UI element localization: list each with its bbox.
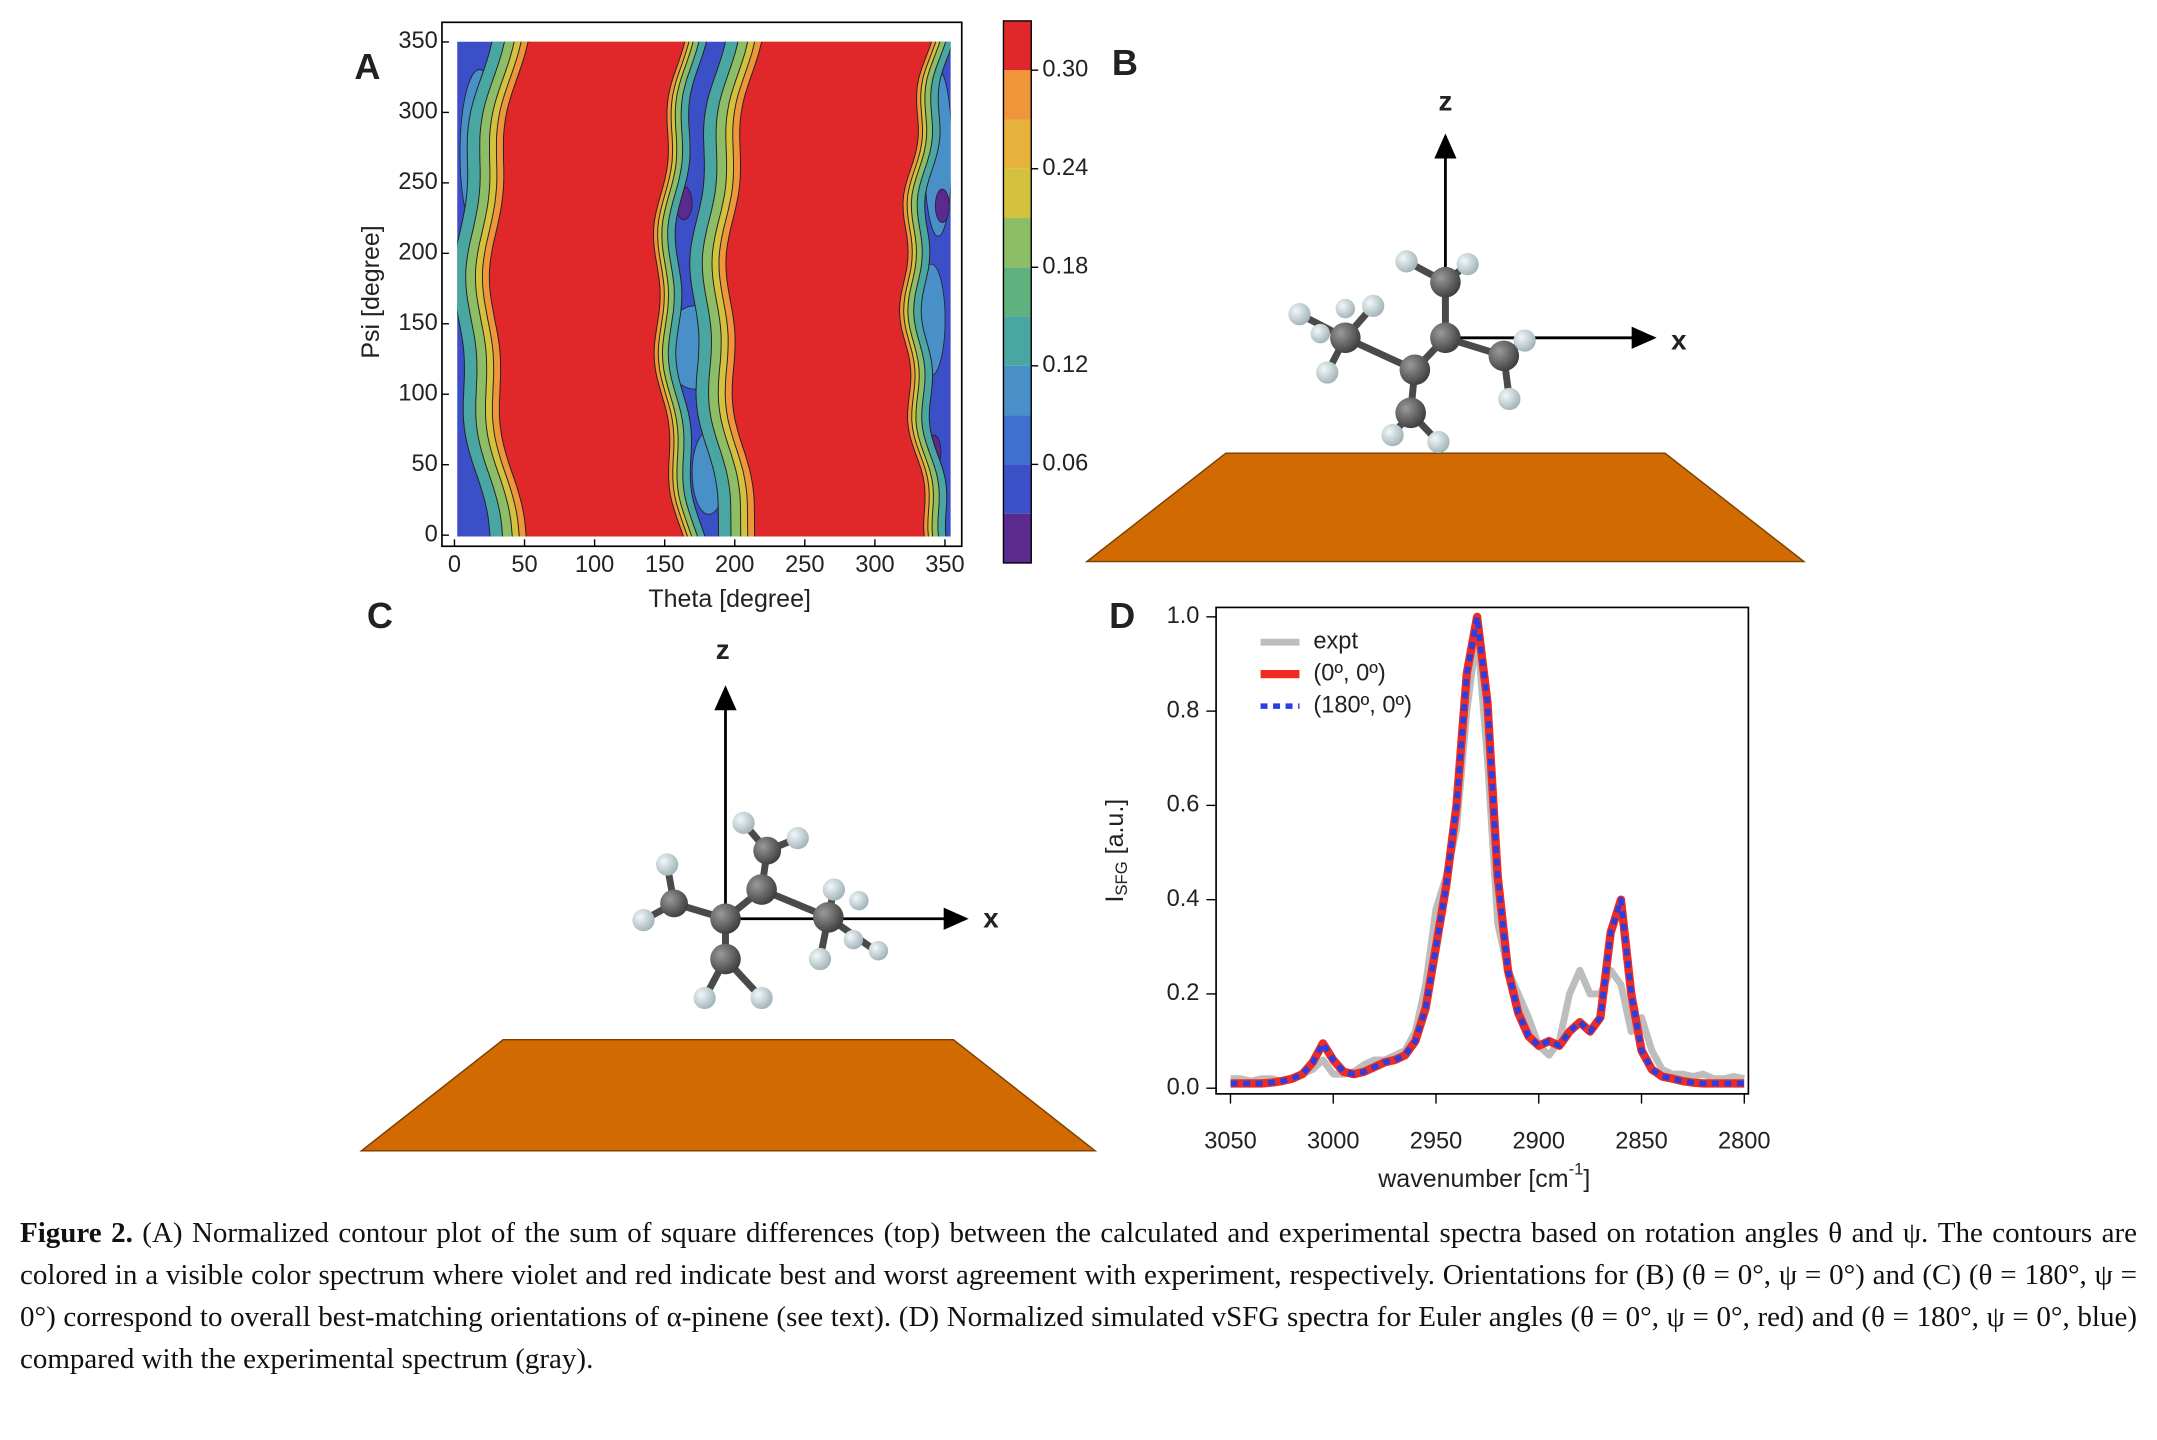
contour-panel: 0 50 100 150 200 250 300 350 0 50 100 150 200 250 300 3… — [357, 20, 1088, 613]
y-tick-label: 0.6 — [1167, 792, 1200, 818]
colorbar-band — [1003, 316, 1032, 366]
surface — [359, 1038, 1098, 1152]
legend-entry: (180º, 0º) — [1313, 692, 1412, 718]
colorbar-band — [1003, 218, 1032, 268]
x-tick-label: 300 — [855, 552, 894, 578]
x-axis-label-sup: -1 — [1569, 1160, 1584, 1179]
y-tick-label: 50 — [412, 451, 438, 477]
colorbar-band — [1003, 267, 1032, 317]
colorbar-frame — [1002, 20, 1032, 564]
x-tick-label: 3000 — [1307, 1129, 1360, 1155]
colorbar-tick-label: 0.18 — [1042, 254, 1088, 280]
carbons — [1330, 266, 1520, 429]
colorbar-band — [1003, 464, 1032, 514]
y-tick-label: 1.0 — [1167, 603, 1200, 629]
y-axis-label-part: [a.u.] — [1101, 799, 1129, 862]
axis-label: z — [716, 634, 730, 665]
colorbar-band — [1003, 415, 1032, 465]
axis-label: x — [1671, 324, 1687, 355]
contour-field — [457, 41, 951, 537]
x-tick-label: 2850 — [1615, 1129, 1668, 1155]
legend-entry: expt — [1313, 628, 1358, 654]
x-tick-label: 50 — [511, 552, 537, 578]
y-tick-label: 150 — [398, 310, 437, 336]
plot-frame — [441, 21, 963, 548]
colorbar-tick-label: 0.30 — [1042, 56, 1088, 82]
x-tick-label: 0 — [448, 552, 461, 578]
y-axis-label: Psi [degree] — [357, 225, 385, 358]
x-tick-label: 2800 — [1718, 1129, 1771, 1155]
y-tick-label: 0.0 — [1167, 1074, 1200, 1100]
x-tick-label: 100 — [575, 552, 614, 578]
contour-region — [934, 188, 950, 223]
y-tick-label: 350 — [398, 28, 437, 54]
x-tick-label: 3050 — [1204, 1129, 1257, 1155]
colorbar-band — [1003, 70, 1032, 120]
colorbar-band — [1003, 20, 1032, 71]
spectrum-panel: 3050 3000 2950 2900 2850 2800 0.0 0.2 0.4 0.6 0.8 1… — [1101, 603, 1771, 1193]
x-tick-label: 2950 — [1410, 1129, 1463, 1155]
y-tick-label: 0.8 — [1167, 697, 1200, 723]
colorbar-band — [1003, 168, 1032, 219]
colorbar-band — [1003, 365, 1032, 416]
colorbar-tick-label: 0.12 — [1042, 352, 1088, 378]
x-axis-label: Theta [degree] — [648, 585, 811, 613]
panel-label: B — [1112, 42, 1138, 83]
y-tick-label: 0 — [425, 521, 438, 547]
y-axis-label-sub: SFG — [1112, 861, 1131, 895]
caption-label: Figure 2. — [20, 1217, 133, 1249]
x-tick-label: 350 — [925, 552, 964, 578]
x-tick-label: 2900 — [1512, 1129, 1565, 1155]
contour-region — [725, 41, 932, 537]
x-tick-label: 200 — [715, 552, 754, 578]
axis-label: x — [983, 902, 999, 933]
colorbar-band — [1003, 119, 1032, 169]
x-axis-label-part: ] — [1583, 1165, 1590, 1193]
y-tick-label: 0.4 — [1167, 886, 1200, 912]
contour-region — [488, 41, 686, 537]
hydrogens — [1288, 250, 1536, 454]
y-axis-label: ISFG [a.u.] — [1101, 799, 1132, 903]
y-tick-label: 300 — [398, 99, 437, 125]
series-line — [1230, 614, 1745, 1087]
caption-text: (A) Normalized contour plot of the sum o… — [20, 1217, 2137, 1375]
y-tick-label: 100 — [398, 380, 437, 406]
colorbar-tick-label: 0.24 — [1042, 155, 1088, 181]
hydrogens — [632, 811, 889, 1010]
y-axis-label-part: I — [1101, 896, 1129, 903]
diagram-b: z x — [1084, 85, 1807, 563]
panel-label: D — [1109, 595, 1135, 636]
x-axis-label-part: wavenumber [cm — [1377, 1165, 1568, 1193]
colorbar-band — [1003, 513, 1032, 563]
plot-frame — [1215, 606, 1750, 1095]
x-tick-label: 250 — [785, 552, 824, 578]
diagram-c: z x — [359, 634, 1098, 1152]
colorbar-tick-label: 0.06 — [1042, 451, 1088, 477]
panel-label: C — [367, 595, 393, 636]
legend-entry: (0º, 0º) — [1313, 660, 1385, 686]
carbons — [660, 836, 844, 975]
y-tick-label: 200 — [398, 240, 437, 266]
y-tick-label: 250 — [398, 169, 437, 195]
x-axis-label: wavenumber [cm-1] — [1377, 1160, 1590, 1193]
caption: Figure 2. (A) Normalized contour plot of… — [20, 1212, 2137, 1380]
y-tick-label: 0.2 — [1167, 980, 1200, 1006]
axis-label: z — [1438, 85, 1452, 116]
panel-label: A — [354, 46, 380, 87]
x-tick-label: 150 — [645, 552, 684, 578]
surface — [1084, 452, 1807, 563]
